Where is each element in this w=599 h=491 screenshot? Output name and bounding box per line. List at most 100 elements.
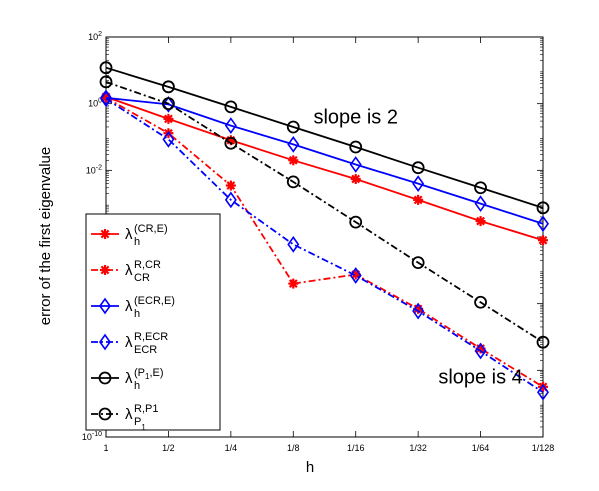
x-tick-label: 1/32 <box>409 443 427 453</box>
legend-symbol: λ <box>125 262 133 279</box>
legend-marker <box>100 229 110 239</box>
data-point <box>162 130 175 148</box>
marker-stroke <box>226 181 236 190</box>
slope-annotation: slope is 4 <box>438 367 523 389</box>
data-point <box>350 173 361 184</box>
data-point <box>413 194 424 205</box>
data-point <box>474 342 487 360</box>
data-point <box>349 140 363 154</box>
legend-item: λ (CR,E)h <box>91 223 168 248</box>
data-point <box>162 80 175 94</box>
data-point <box>536 201 550 215</box>
data-point <box>224 117 237 134</box>
legend-superscript: (ECR,E) <box>134 295 175 307</box>
data-point <box>224 191 237 209</box>
x-tick-label: 1/64 <box>472 443 490 453</box>
legend-marker <box>99 333 111 351</box>
series-0 <box>101 91 548 246</box>
legend-symbol: λ <box>125 370 133 387</box>
legend-subscript: ECR <box>134 344 157 356</box>
data-point <box>163 113 174 124</box>
legend-item: λ (ECR,E)h <box>91 295 175 320</box>
data-point <box>537 215 549 233</box>
series-line <box>105 96 544 242</box>
data-point <box>349 267 362 284</box>
data-point <box>537 383 549 401</box>
x-tick-label: 1 <box>103 443 108 453</box>
x-axis-label: h <box>306 459 314 476</box>
series-3 <box>100 90 549 401</box>
data-point <box>538 235 548 246</box>
x-tick-label: 1/16 <box>347 443 365 453</box>
series-line <box>105 97 544 388</box>
x-tick-label: 1/2 <box>162 443 175 453</box>
data-point <box>349 156 362 173</box>
data-point <box>349 215 363 229</box>
data-point <box>474 195 487 213</box>
data-point <box>288 155 299 166</box>
series-4 <box>99 61 550 215</box>
series-5 <box>99 75 550 349</box>
data-point <box>412 175 425 192</box>
data-point <box>412 302 425 320</box>
legend-superscript: (CR,E) <box>134 223 168 235</box>
legend-box <box>85 213 221 431</box>
data-point <box>287 136 300 153</box>
legend-symbol: λ <box>125 334 133 351</box>
legend-superscript: R,ECR <box>134 331 168 343</box>
data-point <box>288 278 299 289</box>
legend-subscript: h <box>134 308 140 320</box>
series-line <box>105 96 544 225</box>
legend-superscript: R,CR <box>134 259 161 271</box>
series-line <box>105 98 544 394</box>
y-tick-label: 102 <box>88 31 102 42</box>
legend-superscript: R,P1 <box>134 403 158 415</box>
legend-superscript: (P1,E) <box>134 367 164 381</box>
data-point <box>224 100 238 114</box>
data-point <box>411 161 425 175</box>
series-line <box>105 66 544 209</box>
slope-annotation: slope is 2 <box>313 107 398 129</box>
data-point <box>225 180 236 191</box>
legend-marker <box>98 407 112 421</box>
data-point <box>287 236 300 253</box>
annotations: slope is 2 slope is 4 <box>313 107 522 389</box>
data-point <box>536 335 550 349</box>
marker-stroke <box>476 216 485 226</box>
marker-stroke <box>288 155 298 165</box>
data-point <box>286 175 300 189</box>
data-point <box>224 136 238 150</box>
data-point <box>474 181 487 195</box>
y-tick-label: 10-2 <box>86 164 102 175</box>
y-tick-label: 100 <box>88 98 102 109</box>
legend-symbol: λ <box>125 406 133 423</box>
marker-stroke <box>100 229 110 239</box>
legend-symbol: λ <box>125 298 133 315</box>
legend-symbol: λ <box>125 226 133 243</box>
data-point <box>99 75 113 89</box>
legend-marker <box>99 297 111 315</box>
data-point <box>474 295 487 309</box>
data-point <box>162 97 175 111</box>
data-point <box>411 256 425 270</box>
x-tick-label: 1/128 <box>532 443 555 453</box>
marker-stroke <box>413 195 423 205</box>
marker-stroke <box>538 235 548 245</box>
data-point <box>99 61 113 75</box>
data-point <box>286 120 300 134</box>
marker-stroke <box>288 279 298 288</box>
marker-stroke <box>164 114 173 124</box>
legend-subscript: CR <box>134 272 150 284</box>
marker-stroke <box>100 265 110 275</box>
data-point <box>475 216 486 227</box>
legend-marker <box>98 371 112 385</box>
x-tick-label: 1/4 <box>225 443 238 453</box>
series-line <box>105 81 544 343</box>
legend-item: λ (P1,E)h <box>91 367 164 392</box>
y-axis-label: error of the first eigenvalue <box>37 147 54 325</box>
